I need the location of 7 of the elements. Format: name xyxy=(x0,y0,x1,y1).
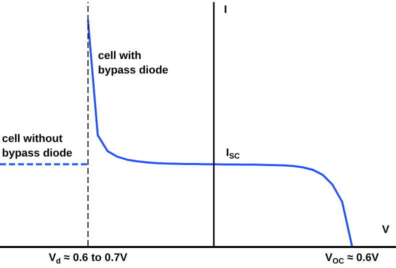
annotation: I$_{SC}$ xyxy=(226,147,240,160)
x-tick-label: V$_{OC}$ ≈ 0.6V xyxy=(325,252,380,266)
series-label: cell without bypass diode xyxy=(2,133,72,160)
y-axis-title: I xyxy=(224,4,228,16)
x-axis-title: V xyxy=(382,224,390,236)
series-label: cell with bypass diode xyxy=(98,50,168,76)
x-tick-label: V$_{d}$ ≈ 0.6 to 0.7V xyxy=(48,252,128,266)
